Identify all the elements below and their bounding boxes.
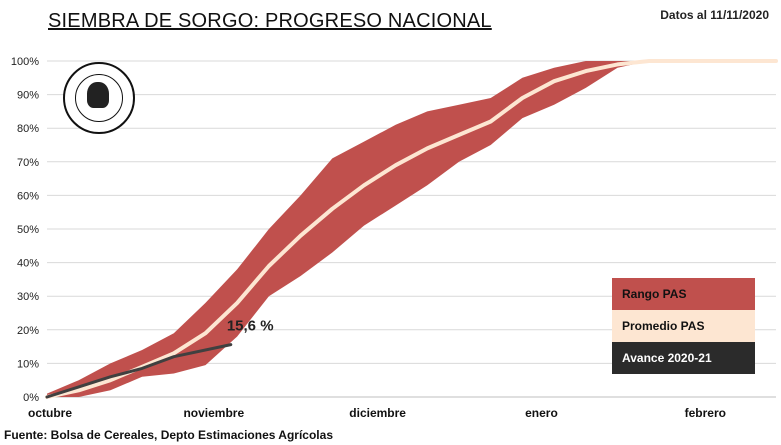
advance-annotation: 15,6 % [227, 318, 274, 335]
x-tick-label: febrero [685, 406, 726, 420]
legend-advance: Avance 2020-21 [612, 342, 755, 374]
x-tick-label: diciembre [349, 406, 406, 420]
average-line [45, 59, 778, 399]
y-tick-label: 0% [23, 392, 39, 404]
x-tick-label: enero [525, 406, 558, 420]
advance-line [45, 343, 233, 399]
y-tick-label: 40% [17, 258, 39, 270]
y-tick-label: 70% [17, 157, 39, 169]
seal-inner-ring [75, 74, 123, 122]
source-note: Fuente: Bolsa de Cereales, Depto Estimac… [4, 428, 333, 442]
data-date: Datos al 11/11/2020 [660, 8, 769, 22]
bolsa-de-cereales-seal-icon [63, 62, 135, 134]
x-tick-label: octubre [28, 406, 72, 420]
series-lines [45, 59, 778, 399]
y-axis-ticks: 0% 10% 20% 30% 40% 50% 60% 70% 80% 90% 100% [11, 56, 39, 404]
y-tick-label: 90% [17, 90, 39, 102]
legend-average: Promedio PAS [612, 310, 755, 342]
y-tick-label: 50% [17, 224, 39, 236]
y-tick-label: 10% [17, 358, 39, 370]
x-tick-label: noviembre [183, 406, 244, 420]
seal-figure [87, 82, 109, 108]
y-tick-label: 60% [17, 190, 39, 202]
y-tick-label: 80% [17, 123, 39, 135]
y-tick-label: 30% [17, 291, 39, 303]
y-tick-label: 20% [17, 325, 39, 337]
y-tick-label: 100% [11, 56, 39, 68]
x-axis-ticks: octubre noviembre diciembre enero febrero [28, 406, 726, 420]
chart-title: SIEMBRA DE SORGO: PROGRESO NACIONAL [48, 10, 492, 32]
legend-range: Rango PAS [612, 278, 755, 310]
